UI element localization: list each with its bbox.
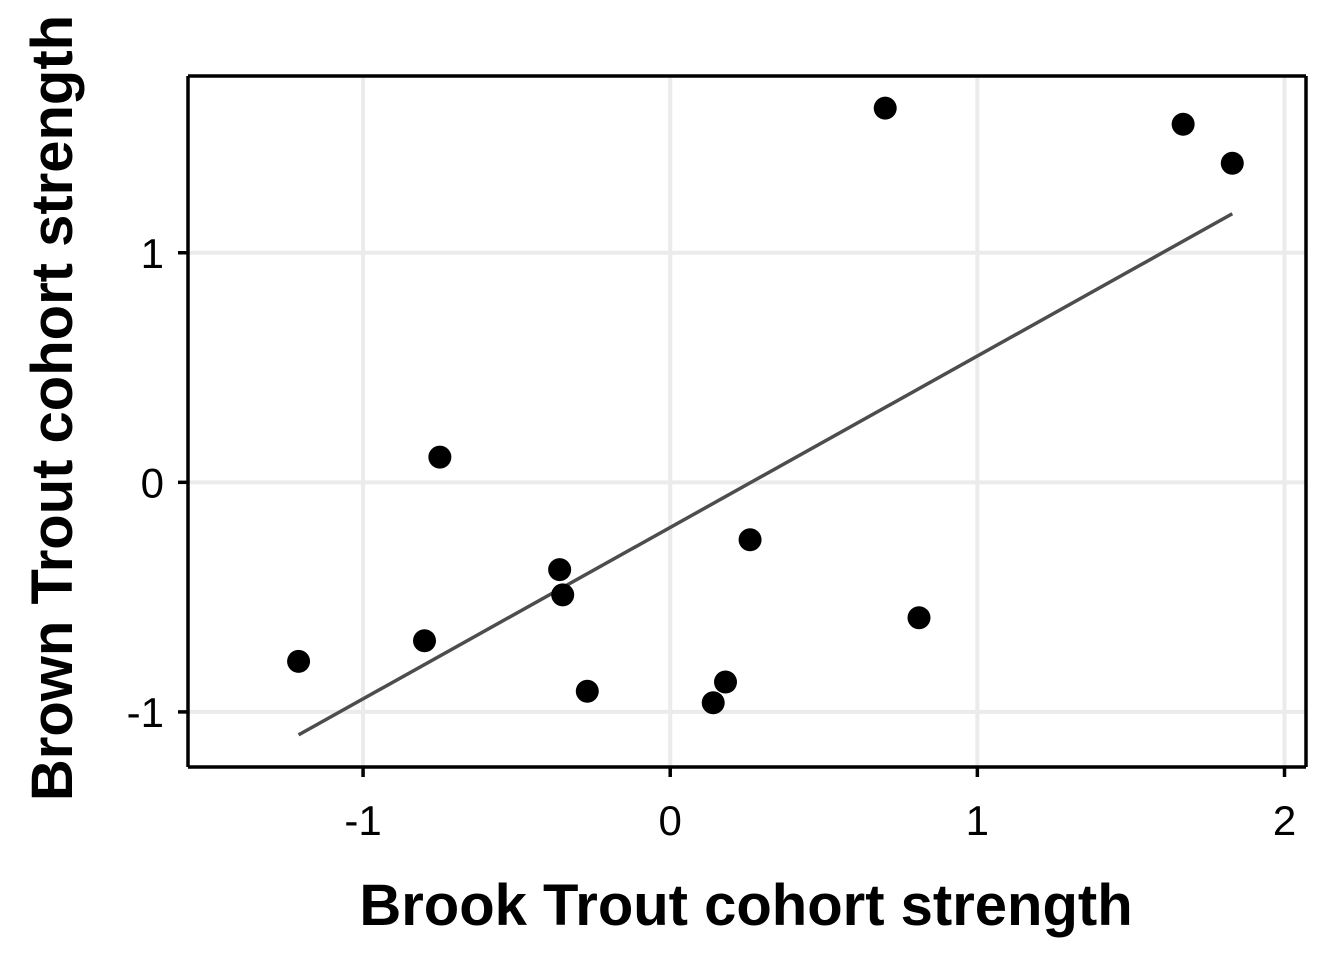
data-point	[287, 649, 311, 673]
y-tick-label: -1	[127, 689, 164, 736]
axes	[186, 74, 1308, 769]
data-point	[575, 679, 599, 703]
data-point	[1220, 151, 1244, 175]
x-tick-label: 0	[659, 797, 682, 844]
data-point	[413, 629, 436, 653]
data-point	[701, 691, 725, 715]
data-point	[873, 96, 897, 120]
regression-line	[297, 212, 1234, 737]
grid-lines	[188, 76, 1306, 767]
data-point	[738, 528, 762, 552]
data-point	[428, 445, 452, 469]
data-point	[1171, 112, 1195, 136]
y-tick-label: 0	[141, 459, 164, 506]
y-tick-label: 1	[141, 230, 164, 277]
regression-line-group	[297, 212, 1234, 737]
data-points	[287, 96, 1244, 715]
x-tick-label: -1	[344, 797, 381, 844]
y-axis-ticks: -1 0 1	[127, 230, 188, 736]
x-axis-ticks: -1 0 1 2	[344, 767, 1296, 844]
x-tick-label: 1	[966, 797, 989, 844]
data-point	[548, 558, 572, 582]
x-tick-label: 2	[1273, 797, 1296, 844]
data-point	[551, 583, 575, 607]
y-axis-title: Brown Trout cohort strength	[20, 15, 85, 801]
data-point	[714, 670, 737, 694]
data-point	[907, 606, 931, 630]
x-axis-title: Brook Trout cohort strength	[359, 873, 1132, 938]
